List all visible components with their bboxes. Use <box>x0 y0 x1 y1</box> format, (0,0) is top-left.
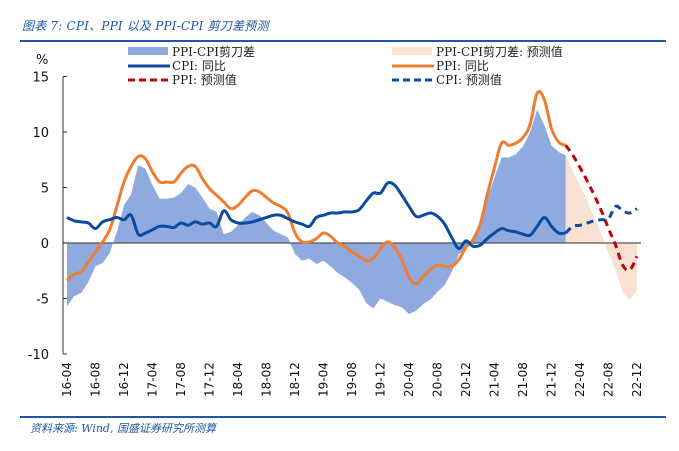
legend-label: PPI-CPI剪刀差 <box>172 44 255 59</box>
y-tick-label: 10 <box>32 126 49 141</box>
x-tick-label: 16-12 <box>117 362 131 397</box>
gap-area-layer <box>67 109 637 315</box>
source-note: 资料来源: Wind, 国盛证券研究所测算 <box>30 422 216 435</box>
x-tick-label: 16-04 <box>60 362 74 397</box>
legend-label: PPI: 预测值 <box>172 72 237 87</box>
cpi-forecast-line <box>564 204 638 235</box>
x-tick-label: 18-12 <box>288 362 302 397</box>
x-tick-label: 20-04 <box>402 362 416 397</box>
x-tick-label: 17-08 <box>174 362 188 397</box>
y-tick-label: 15 <box>32 71 49 86</box>
x-tick-label: 20-12 <box>459 362 473 397</box>
legend-swatch-area <box>128 47 168 55</box>
x-tick-label: 21-04 <box>488 362 502 397</box>
legend-label: CPI: 预测值 <box>436 72 502 87</box>
legend: PPI-CPI剪刀差 PPI-CPI剪刀差: 预测值 CPI: 同比 PPI: 同比 P… <box>128 44 563 87</box>
y-axis-unit-label: % <box>36 53 48 68</box>
series-line-layer <box>65 89 639 286</box>
x-tick-label: 21-12 <box>545 362 559 397</box>
x-tick-label: 17-04 <box>146 362 160 397</box>
y-tick-label: -5 <box>36 293 49 308</box>
x-tick-label: 21-08 <box>516 362 530 397</box>
x-tick-label: 20-08 <box>431 362 445 397</box>
y-tick-label: 0 <box>41 237 49 252</box>
ppi-forecast-line <box>564 144 639 272</box>
x-tick-label: 19-08 <box>345 362 359 397</box>
header-divider <box>20 40 666 42</box>
x-tick-label: 19-12 <box>374 362 388 397</box>
x-tick-label: 16-08 <box>89 362 103 397</box>
y-tick-label: 5 <box>41 182 49 197</box>
y-axis: 15 10 5 0 -5 -10 <box>28 71 67 363</box>
x-tick-label: 18-04 <box>231 362 245 397</box>
legend-swatch-area <box>392 47 432 55</box>
legend-label: CPI: 同比 <box>172 59 226 73</box>
x-tick-label: 22-08 <box>602 362 616 397</box>
footer-divider <box>20 416 666 418</box>
gap-area-actual <box>67 109 566 315</box>
x-tick-label: 19-04 <box>317 362 331 397</box>
x-tick-label: 18-08 <box>260 362 274 397</box>
legend-label: PPI-CPI剪刀差: 预测值 <box>436 44 563 59</box>
x-tick-label: 22-04 <box>573 362 587 397</box>
ppi-yoy-line <box>65 89 567 286</box>
y-tick-label: -10 <box>28 348 49 363</box>
x-axis: 16-04 16-08 16-12 17-04 17-08 17-12 18-04 18-08… <box>60 362 644 397</box>
gap-area-forecast <box>565 155 637 300</box>
chart-title: 图表 7: CPI、PPI 以及 PPI-CPI 剪刀差预测 <box>22 19 269 33</box>
x-tick-label: 17-12 <box>203 362 217 397</box>
x-tick-label: 22-12 <box>630 362 644 397</box>
cpi-yoy-line <box>66 181 566 251</box>
legend-label: PPI: 同比 <box>436 59 489 73</box>
